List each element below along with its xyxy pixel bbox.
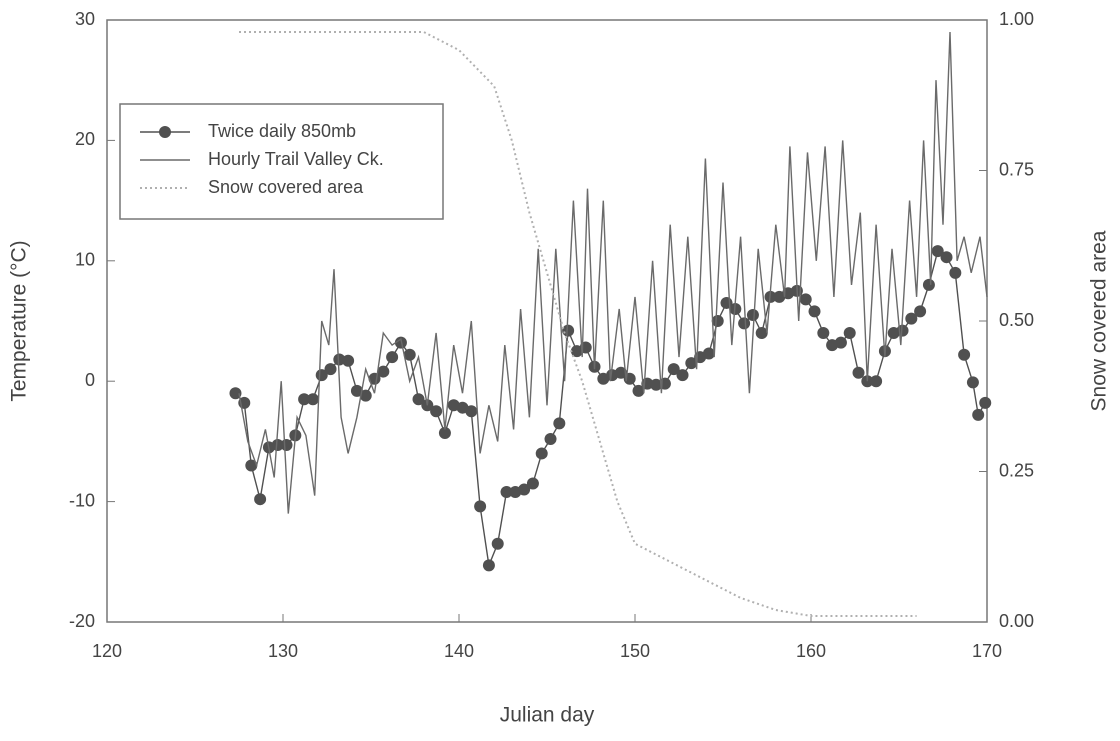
data-point <box>430 405 443 418</box>
data-point <box>535 447 548 460</box>
y-axis-label: Temperature (°C) <box>8 240 31 401</box>
data-point <box>254 493 267 506</box>
data-point <box>738 317 751 330</box>
y2-tick-label: 0.75 <box>999 159 1034 179</box>
x-tick-label: 140 <box>444 641 474 661</box>
data-point <box>280 439 293 452</box>
data-point <box>465 405 478 418</box>
data-point <box>614 366 627 379</box>
data-point <box>914 305 927 318</box>
data-point <box>702 347 715 360</box>
data-point <box>526 477 539 490</box>
x-tick-label: 150 <box>620 641 650 661</box>
data-point <box>949 266 962 279</box>
data-point <box>755 327 768 340</box>
data-point <box>474 500 487 513</box>
series-line <box>234 250 986 569</box>
data-point <box>482 559 495 572</box>
data-point <box>377 365 390 378</box>
data-point <box>834 336 847 349</box>
data-point <box>562 324 575 337</box>
y-tick-label: 10 <box>75 250 95 270</box>
x-axis-label: Julian day <box>500 704 595 727</box>
data-point <box>979 396 992 409</box>
y-tick-label: 30 <box>75 9 95 29</box>
data-point <box>958 348 971 361</box>
data-point <box>324 363 337 376</box>
legend-label: Snow covered area <box>208 177 364 197</box>
y-tick-label: -20 <box>69 611 95 631</box>
data-point <box>931 245 944 258</box>
y2-tick-label: 0.50 <box>999 310 1034 330</box>
data-point <box>905 312 918 325</box>
data-point <box>808 305 821 318</box>
data-point <box>500 485 513 498</box>
data-point <box>403 348 416 361</box>
data-point <box>711 315 724 327</box>
y2-axis-label: Snow covered area <box>1088 230 1111 411</box>
x-tick-label: 120 <box>92 641 122 661</box>
data-point <box>799 293 812 306</box>
data-point <box>746 308 759 321</box>
data-point <box>394 336 407 349</box>
data-point <box>245 459 258 472</box>
data-point <box>271 439 284 452</box>
series-line <box>239 31 917 617</box>
data-point <box>676 369 689 382</box>
data-point <box>298 393 311 406</box>
data-point <box>333 353 346 366</box>
data-point <box>667 363 680 376</box>
data-point <box>922 278 935 291</box>
data-point <box>350 384 363 397</box>
data-point <box>870 375 883 388</box>
x-tick-label: 160 <box>796 641 826 661</box>
y2-tick-label: 1.00 <box>999 9 1034 29</box>
data-point <box>632 384 645 397</box>
data-point <box>412 393 425 406</box>
data-point <box>342 354 355 367</box>
legend-box <box>119 103 444 220</box>
data-point <box>553 417 566 430</box>
data-point <box>852 366 865 379</box>
y-tick-label: 0 <box>85 370 95 390</box>
data-point <box>940 251 953 264</box>
y-tick-label: -10 <box>69 490 95 510</box>
data-point <box>544 432 557 445</box>
legend-marker <box>159 126 171 138</box>
data-point <box>650 378 663 391</box>
y-tick-label: 20 <box>75 129 95 149</box>
data-point <box>229 387 242 400</box>
data-point <box>518 483 531 496</box>
data-point <box>966 376 979 389</box>
legend-label: Twice daily 850mb <box>208 121 356 141</box>
data-point <box>359 389 372 402</box>
data-point <box>306 393 319 406</box>
x-tick-label: 170 <box>972 641 1002 661</box>
data-point <box>491 537 504 550</box>
y2-tick-label: 0.00 <box>999 611 1034 631</box>
data-point <box>386 351 399 364</box>
y2-tick-label: 0.25 <box>999 460 1034 480</box>
legend-label: Hourly Trail Valley Ck. <box>208 149 384 169</box>
data-point <box>843 327 856 340</box>
data-point <box>685 357 698 370</box>
data-point <box>972 408 985 421</box>
data-point <box>438 426 451 439</box>
data-point <box>817 327 830 340</box>
x-tick-label: 130 <box>268 641 298 661</box>
series-line <box>238 31 988 514</box>
